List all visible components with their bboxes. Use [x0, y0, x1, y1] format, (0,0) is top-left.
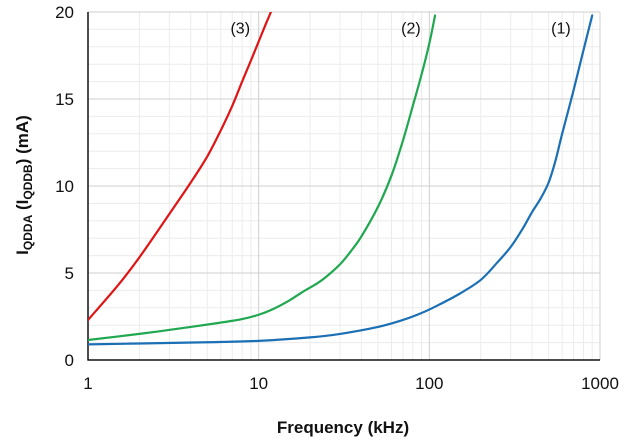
y-title-post: ) (mA): [13, 115, 32, 164]
x-axis-title: Frequency (kHz): [277, 418, 409, 437]
series-label-2: (2): [401, 21, 421, 38]
tick-labels: 1 10 100 1000 0 5 10 15 20: [55, 3, 619, 393]
grid: [87, 11, 601, 361]
series-line-3: [88, 12, 273, 322]
x-tick-label: 1: [83, 374, 92, 393]
series-label-1: (1): [551, 21, 571, 38]
y-tick-label: 0: [65, 351, 74, 370]
curves: [88, 12, 594, 346]
y-tick-label: 5: [65, 264, 74, 283]
y-title-pre: I: [13, 250, 32, 255]
y-title-sub1: QDDA: [21, 214, 35, 250]
y-tick-label: 20: [55, 3, 74, 22]
x-tick-label: 100: [415, 374, 443, 393]
series-label-3: (3): [230, 21, 250, 38]
x-tick-label: 10: [249, 374, 268, 393]
y-tick-label: 10: [55, 177, 74, 196]
y-tick-label: 15: [55, 90, 74, 109]
axes: [87, 12, 600, 361]
curve-labels: (1) (2) (3): [230, 21, 570, 38]
y-title-mid: (I: [13, 200, 32, 215]
series-line-2: [88, 14, 437, 342]
y-axis-title: IQDDA (IQDDB) (mA): [13, 115, 35, 255]
series-line-1: [88, 14, 594, 346]
x-tick-label: 1000: [581, 374, 619, 393]
y-title-sub2: QDDB: [21, 164, 35, 200]
